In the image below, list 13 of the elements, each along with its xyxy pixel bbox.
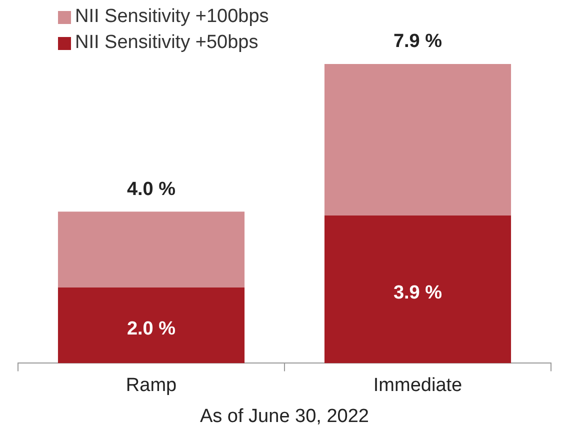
bar [58,287,245,364]
bar [58,212,245,288]
bar [324,215,512,364]
x-tick-label: Immediate [373,374,462,396]
bar [324,64,512,216]
data-label: 2.0 % [126,318,176,340]
total-label: 4.0 % [126,178,176,200]
x-axis-title: As of June 30, 2022 [198,406,370,428]
x-tick-label: Ramp [126,374,177,396]
legend-label: NII Sensitivity +50bps [75,32,258,54]
total-label: 7.9 % [393,31,442,52]
data-label: 3.9 % [393,282,442,304]
legend-label: NII Sensitivity +100bps [75,6,269,28]
